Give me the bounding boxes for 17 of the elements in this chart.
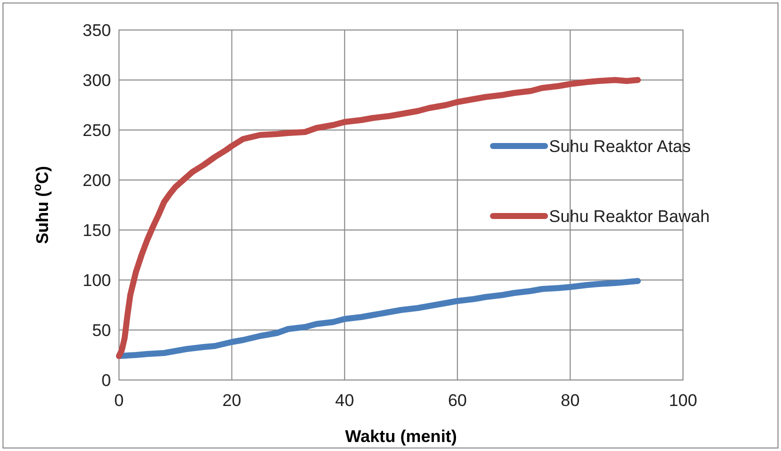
y-tick-label: 0: [102, 371, 111, 390]
y-tick-label: 350: [82, 21, 111, 40]
x-tick-label: 60: [448, 391, 467, 410]
y-tick-label: 50: [92, 321, 111, 340]
x-tick-label: 80: [560, 391, 580, 410]
y-tick-label: 100: [82, 271, 111, 290]
y-tick-label: 150: [82, 221, 111, 240]
x-tick-label: 100: [668, 391, 698, 410]
x-axis-title: Waktu (menit): [345, 427, 457, 446]
y-tick-label: 250: [82, 121, 111, 140]
legend-label: Suhu Reaktor Atas: [549, 137, 691, 156]
y-tick-label: 300: [82, 71, 111, 90]
x-tick-label: 20: [222, 391, 242, 410]
legend-label: Suhu Reaktor Bawah: [549, 207, 710, 226]
x-tick-label: 40: [335, 391, 354, 410]
y-tick-label: 200: [82, 171, 111, 190]
x-tick-label: 0: [114, 391, 124, 410]
